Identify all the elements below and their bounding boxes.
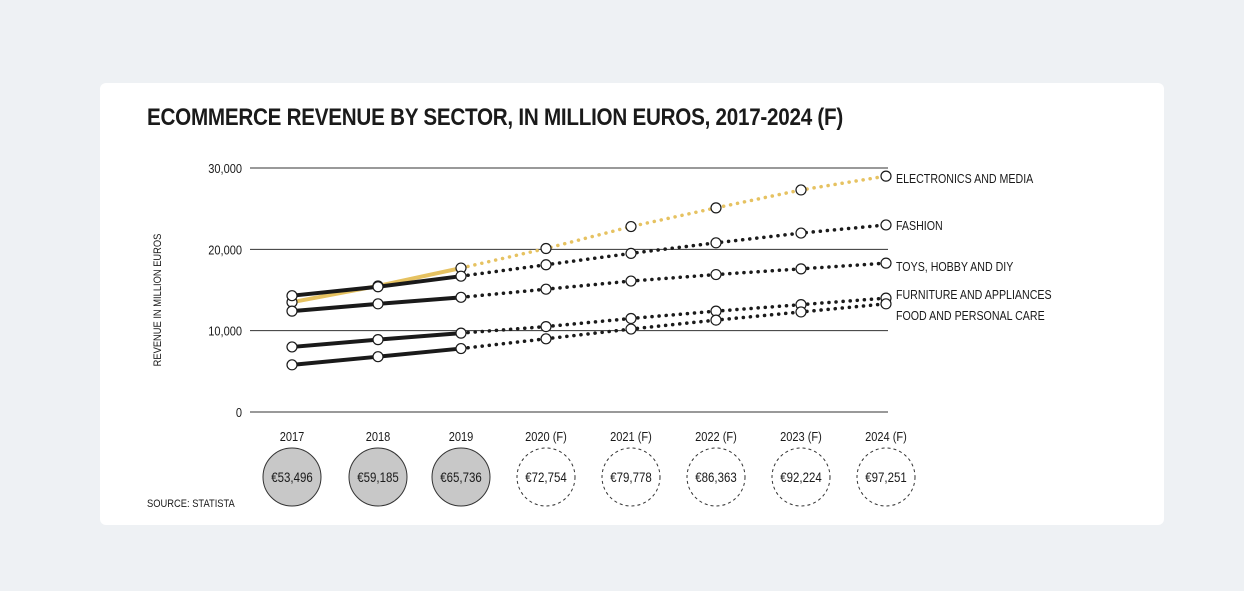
x-tick-label: 2021 (F) xyxy=(610,429,652,444)
data-point xyxy=(880,170,892,182)
x-tick-label: 2022 (F) xyxy=(695,429,737,444)
data-point xyxy=(710,237,722,249)
data-point xyxy=(795,306,807,318)
y-tick-label: 20,000 xyxy=(208,242,242,257)
data-point xyxy=(372,281,384,293)
data-point xyxy=(625,247,637,259)
data-point xyxy=(625,312,637,325)
data-point xyxy=(455,327,467,339)
series-label: ELECTRONICS AND MEDIA xyxy=(896,171,1033,186)
x-tick-label: 2023 (F) xyxy=(780,429,822,444)
data-point xyxy=(540,242,552,255)
total-circle xyxy=(856,447,916,507)
data-point xyxy=(625,323,637,335)
y-tick-label: 30,000 xyxy=(208,161,242,176)
data-point xyxy=(625,275,637,287)
data-point xyxy=(372,351,384,363)
series-label: FURNITURE AND APPLIANCES xyxy=(896,287,1052,302)
data-point xyxy=(372,298,384,310)
y-tick-label: 0 xyxy=(236,405,242,420)
x-tick-label: 2017 xyxy=(280,429,305,444)
series-line-forecast xyxy=(459,174,888,270)
total-circle xyxy=(516,447,576,507)
series-label: FOOD AND PERSONAL CARE xyxy=(896,308,1045,323)
data-point xyxy=(795,227,807,239)
series-line-forecast xyxy=(459,302,888,351)
total-label: €79,778 xyxy=(610,469,651,485)
series-line-forecast xyxy=(459,223,888,278)
total-circle xyxy=(771,447,831,507)
data-point xyxy=(540,333,552,345)
total-label: €97,251 xyxy=(865,469,906,485)
data-point xyxy=(710,314,722,326)
data-point xyxy=(286,290,298,302)
total-circle xyxy=(262,447,322,507)
total-circle xyxy=(348,447,408,507)
total-label: €92,224 xyxy=(780,469,821,485)
data-point xyxy=(455,342,467,355)
data-point xyxy=(880,298,892,310)
total-circle xyxy=(686,447,746,507)
source-note: SOURCE: STATISTA xyxy=(147,498,235,510)
x-tick-label: 2019 xyxy=(449,429,474,444)
series-label: TOYS, HOBBY AND DIY xyxy=(896,259,1013,274)
data-point xyxy=(540,259,552,271)
x-tick-label: 2018 xyxy=(366,429,391,444)
chart-title: ECOMMERCE REVENUE BY SECTOR, IN MILLION … xyxy=(147,104,843,131)
total-label: €86,363 xyxy=(695,469,736,485)
data-point xyxy=(795,263,807,275)
data-point xyxy=(540,321,552,333)
data-point xyxy=(286,341,298,353)
y-tick-label: 10,000 xyxy=(208,324,242,339)
data-point xyxy=(880,257,892,269)
data-point xyxy=(710,202,722,214)
data-point xyxy=(625,220,637,233)
data-point xyxy=(795,184,807,196)
total-label: €65,736 xyxy=(440,469,481,485)
total-label: €53,496 xyxy=(271,469,312,485)
total-label: €59,185 xyxy=(357,469,398,485)
series-line-forecast xyxy=(459,296,888,335)
series-label: FASHION xyxy=(896,218,943,233)
total-label: €72,754 xyxy=(525,469,566,485)
x-tick-label: 2024 (F) xyxy=(865,429,907,444)
series-line-forecast xyxy=(459,261,888,300)
y-axis-label: REVENUE IN MILLION EUROS xyxy=(152,233,164,366)
data-point xyxy=(455,270,467,282)
data-point xyxy=(372,334,384,346)
x-tick-label: 2020 (F) xyxy=(525,429,567,444)
total-circle xyxy=(431,447,491,507)
data-point xyxy=(540,283,552,295)
data-point xyxy=(455,291,467,303)
data-point xyxy=(880,219,892,231)
data-point xyxy=(286,305,298,317)
total-circle xyxy=(601,447,661,507)
data-point xyxy=(286,359,298,371)
data-point xyxy=(710,268,722,281)
